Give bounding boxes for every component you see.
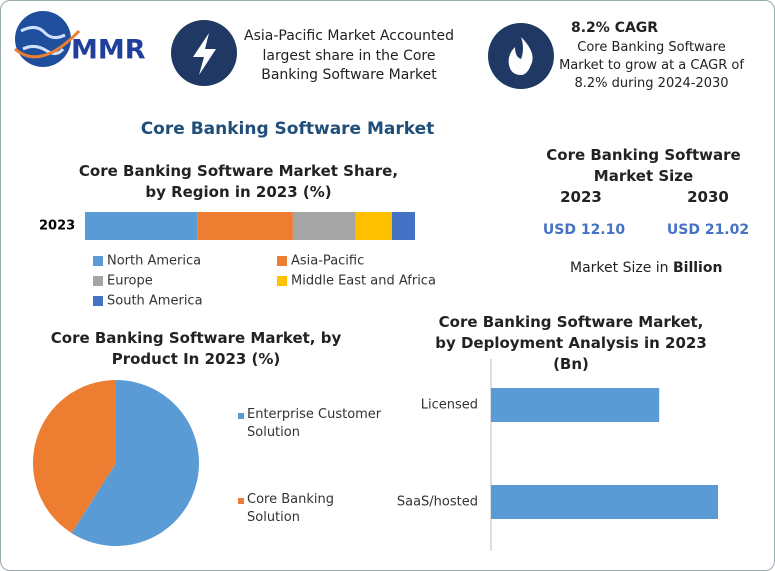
legend-label: Asia-Pacific <box>291 254 364 269</box>
legend-swatch <box>277 276 287 286</box>
pie-slice <box>33 380 116 534</box>
size-year: 2030 <box>687 188 729 206</box>
legend-swatch <box>93 276 103 286</box>
fact-text: Asia-Pacific Market Accounted largest sh… <box>244 28 454 84</box>
legend-swatch <box>93 296 103 306</box>
size-year: 2023 <box>560 188 602 206</box>
cagr-title: 8.2% CAGR <box>571 20 659 36</box>
size-title: Core Banking Software Market Size <box>546 146 741 185</box>
chart-title: Core Banking Software Market, by Product… <box>50 329 342 368</box>
legend-swatch <box>238 413 244 419</box>
bar-segment <box>391 212 415 240</box>
chart-title: Core Banking Software Market, by Deploym… <box>435 313 707 373</box>
y-tick-label: SaaS/hosted <box>397 495 478 510</box>
legend-label: North America <box>107 254 201 269</box>
legend-label: Core Banking Solution <box>247 492 334 525</box>
icon-flame <box>488 23 554 89</box>
legend-swatch <box>238 498 244 504</box>
bar-segment <box>197 212 293 240</box>
y-tick-label: Licensed <box>421 398 478 413</box>
legend-label: Europe <box>107 274 153 289</box>
legend-label: Enterprise Customer Solution <box>247 407 382 440</box>
icon-bolt <box>171 20 237 86</box>
size-unit: Billion <box>672 260 723 276</box>
bar <box>491 388 660 422</box>
legend-swatch <box>93 256 103 266</box>
pie-slice <box>71 380 199 546</box>
legend-swatch <box>277 256 287 266</box>
chart-title: Core Banking Software Market Share, by R… <box>78 162 399 201</box>
size-note-text: Market Size in <box>570 260 669 276</box>
bar-segment <box>292 212 356 240</box>
y-tick-label: 2023 <box>39 219 75 234</box>
bar-segment <box>355 212 392 240</box>
size-value: USD 12.10 <box>542 222 626 238</box>
main-title: Core Banking Software Market <box>140 119 435 139</box>
cagr-text: Core Banking Software Market to grow at … <box>559 40 744 92</box>
size-note: Market Size in Billion <box>570 259 722 279</box>
legend-label: South America <box>107 294 203 309</box>
legend-label: Middle East and Africa <box>291 274 436 289</box>
bar-segment <box>85 212 198 240</box>
logo-text: MMR <box>71 35 146 66</box>
size-value: USD 21.02 <box>666 222 750 238</box>
logo-globe <box>14 11 81 67</box>
bar <box>491 485 718 519</box>
